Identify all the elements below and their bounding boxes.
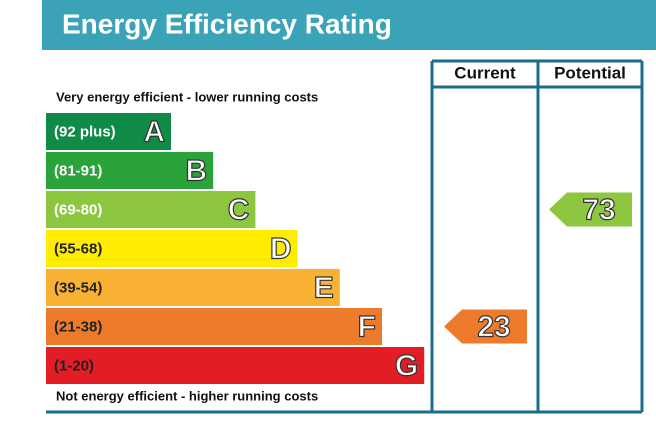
band-range: (69-80) bbox=[54, 201, 102, 218]
band-range: (55-68) bbox=[54, 240, 102, 257]
band-letter: B bbox=[186, 154, 208, 187]
title-bar bbox=[42, 0, 656, 50]
rating-value: 73 bbox=[582, 193, 615, 226]
band bbox=[46, 113, 171, 150]
title: Energy Efficiency Rating bbox=[62, 8, 392, 39]
band bbox=[46, 347, 425, 384]
band-letter: D bbox=[270, 232, 292, 265]
band-range: (92 plus) bbox=[54, 123, 116, 140]
band-letter: F bbox=[358, 310, 376, 343]
band-letter: G bbox=[395, 349, 418, 382]
band bbox=[46, 308, 382, 345]
band-range: (81-91) bbox=[54, 162, 102, 179]
band-range: (39-54) bbox=[54, 279, 102, 296]
rating-value: 23 bbox=[477, 310, 510, 343]
band-letter: A bbox=[143, 115, 165, 148]
bottom-note: Not energy efficient - higher running co… bbox=[56, 388, 318, 403]
rating-arrow bbox=[549, 192, 632, 227]
band-letter: C bbox=[228, 193, 250, 226]
band-range: (1-20) bbox=[54, 357, 94, 374]
band bbox=[46, 230, 298, 267]
band-range: (21-38) bbox=[54, 318, 102, 335]
band bbox=[46, 152, 214, 189]
current-header: Current bbox=[454, 63, 516, 82]
rating-arrow bbox=[444, 309, 527, 344]
band-letter: E bbox=[314, 271, 334, 304]
top-note: Very energy efficient - lower running co… bbox=[56, 89, 318, 104]
band bbox=[46, 191, 256, 228]
potential-header: Potential bbox=[554, 63, 626, 82]
band bbox=[46, 269, 340, 306]
